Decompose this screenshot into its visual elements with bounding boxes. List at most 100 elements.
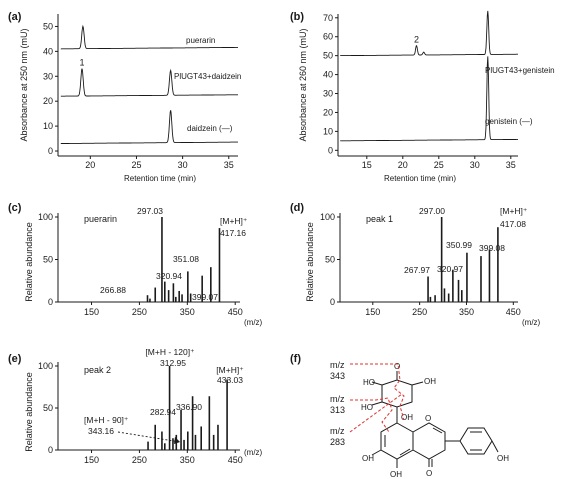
fragment-annotations: m/z 343 m/z 313 m/z 283	[330, 360, 405, 447]
spectrum-name: puerarin	[84, 214, 117, 224]
peak-annotation: 350.99	[446, 240, 472, 250]
fragment-label-313: m/z	[330, 394, 345, 404]
bond	[491, 440, 499, 453]
bond	[371, 401, 383, 406]
y-tick-label: 50	[43, 255, 53, 265]
plot-area-e: 0 50 100 150 250 350 450(m/z) peak 2 [M+H - 120]…	[38, 347, 263, 465]
atom-label: OH	[424, 377, 436, 386]
y-tick-label: 70	[323, 13, 333, 23]
fragment-label-283: m/z	[330, 426, 345, 436]
y-tick-label: 50	[43, 403, 53, 413]
x-unit-label: (m/z)	[244, 318, 263, 327]
y-tick-label: 100	[38, 212, 53, 222]
x-tick-label: 450	[228, 455, 243, 465]
y-tick-label: 30	[323, 89, 333, 99]
peak-annotation: 320.97	[437, 264, 463, 274]
x-unit-label: (m/z)	[522, 318, 541, 327]
x-tick-label: 20	[398, 160, 408, 170]
y-tick-label: 50	[325, 255, 335, 265]
fragment-label-343: m/z	[330, 360, 345, 370]
x-tick-label: 350	[180, 307, 195, 317]
glucose-ring	[381, 379, 413, 408]
atom-label: O	[425, 414, 431, 423]
x-tick-label: 25	[131, 160, 141, 170]
y-tick-label: 0	[48, 297, 53, 307]
peak-annotation: 351.08	[173, 254, 199, 264]
x-tick-label: 20	[85, 160, 95, 170]
y-tick-label: 50	[43, 21, 53, 31]
mass-spectrum-e: Relative abundance 0 50 100 150 250 350 450(m/…	[24, 347, 263, 465]
y-tick-label: 0	[330, 297, 335, 307]
peak-annotation: [M+H]⁺	[216, 365, 244, 375]
trace-label: PlUGT43+daidzein	[174, 72, 241, 81]
atom-label: O	[394, 362, 400, 371]
atom-label: HO	[363, 378, 375, 387]
x-tick-label: 450	[228, 307, 243, 317]
atom-label: OH	[362, 454, 374, 463]
x-tick-label: 150	[84, 307, 99, 317]
x-tick-label: 15	[362, 160, 372, 170]
mass-spectrum-d: Relative abundance 0 50 100 150 250 350 450(m/…	[305, 206, 541, 327]
cleavage-line-343	[350, 363, 405, 421]
c-ring	[412, 422, 446, 460]
puerarin-structure	[371, 371, 499, 468]
bond	[411, 381, 424, 386]
x-tick-label: 30	[178, 160, 188, 170]
y-tick-label: 10	[43, 121, 53, 131]
bond	[432, 427, 443, 434]
peak-annotation: 267.97	[404, 265, 430, 275]
trace-line	[340, 10, 518, 57]
axis-ylabel-d: Relative abundance	[305, 222, 315, 302]
trace-label: puerarin	[186, 36, 215, 45]
x-tick-label: 250	[132, 307, 147, 317]
peak-annotation: [M+H - 120]⁺	[145, 347, 195, 357]
annotation-leader	[117, 431, 181, 443]
axis-ylabel-e: Relative abundance	[24, 372, 34, 452]
atom-label: OH	[390, 470, 402, 479]
chromatogram-b: Absorbance at 260 nm (mU) Retention time…	[298, 10, 555, 183]
axis-ylabel-a: Absorbance at 250 nm (mU)	[19, 28, 29, 141]
axis-xlabel-b: Retention time (min)	[384, 174, 456, 183]
trace-label: daidzein (—)	[187, 124, 233, 133]
peak-annotation: 399.08	[479, 243, 505, 253]
x-tick-label: 25	[434, 160, 444, 170]
peak-annotation: 297.00	[419, 206, 445, 216]
y-tick-label: 20	[323, 107, 333, 117]
plot-area-a: 0 10 20 30 40 50 20 25 30 35 puerarin PlUGT43+daidz…	[43, 14, 241, 170]
trace-label: PlUGT43+genistein	[485, 66, 555, 75]
panel-d-label: (d)	[290, 202, 304, 214]
x-tick-label: 350	[459, 307, 474, 317]
peak-annotation: 433.03	[217, 375, 243, 385]
fragment-value-313: 313	[330, 405, 345, 415]
x-tick-label: 35	[506, 160, 516, 170]
peak-annotation: 320.94	[156, 271, 182, 281]
peak-annotation: 266.88	[100, 285, 126, 295]
trace-line	[60, 68, 238, 97]
atom-label: O	[426, 469, 432, 478]
peak-annotation: 399.07	[192, 292, 218, 302]
y-tick-label: 40	[43, 46, 53, 56]
peak-annotation: 343.16	[88, 426, 114, 436]
y-tick-label: 40	[323, 70, 333, 80]
annotation-arrowhead	[174, 437, 180, 444]
axis-ylabel-b: Absorbance at 260 nm (mU)	[298, 28, 308, 141]
atom-label: OH	[497, 454, 509, 463]
y-tick-label: 100	[38, 361, 53, 371]
mass-spectrum-c: Relative abundance 0 50 100 150 250 350 450(m/…	[24, 206, 263, 327]
x-tick-label: 250	[412, 307, 427, 317]
axis-xlabel-a: Retention time (min)	[124, 174, 196, 183]
y-tick-label: 0	[48, 146, 53, 156]
peak-annotation: 417.16	[220, 228, 246, 238]
trace-line	[340, 56, 518, 142]
cleavage-line-283	[349, 393, 403, 433]
peak-annotation: 297.03	[137, 206, 163, 216]
spectrum-name: peak 1	[366, 214, 393, 224]
x-unit-label: (m/z)	[244, 448, 263, 457]
x-tick-label: 450	[506, 307, 521, 317]
spectrum-name: peak 2	[84, 365, 111, 375]
x-tick-label: 350	[180, 455, 195, 465]
panel-e-label: (e)	[8, 353, 22, 365]
panel-c-label: (c)	[8, 202, 22, 214]
peak-annotation: 312.95	[160, 358, 186, 368]
